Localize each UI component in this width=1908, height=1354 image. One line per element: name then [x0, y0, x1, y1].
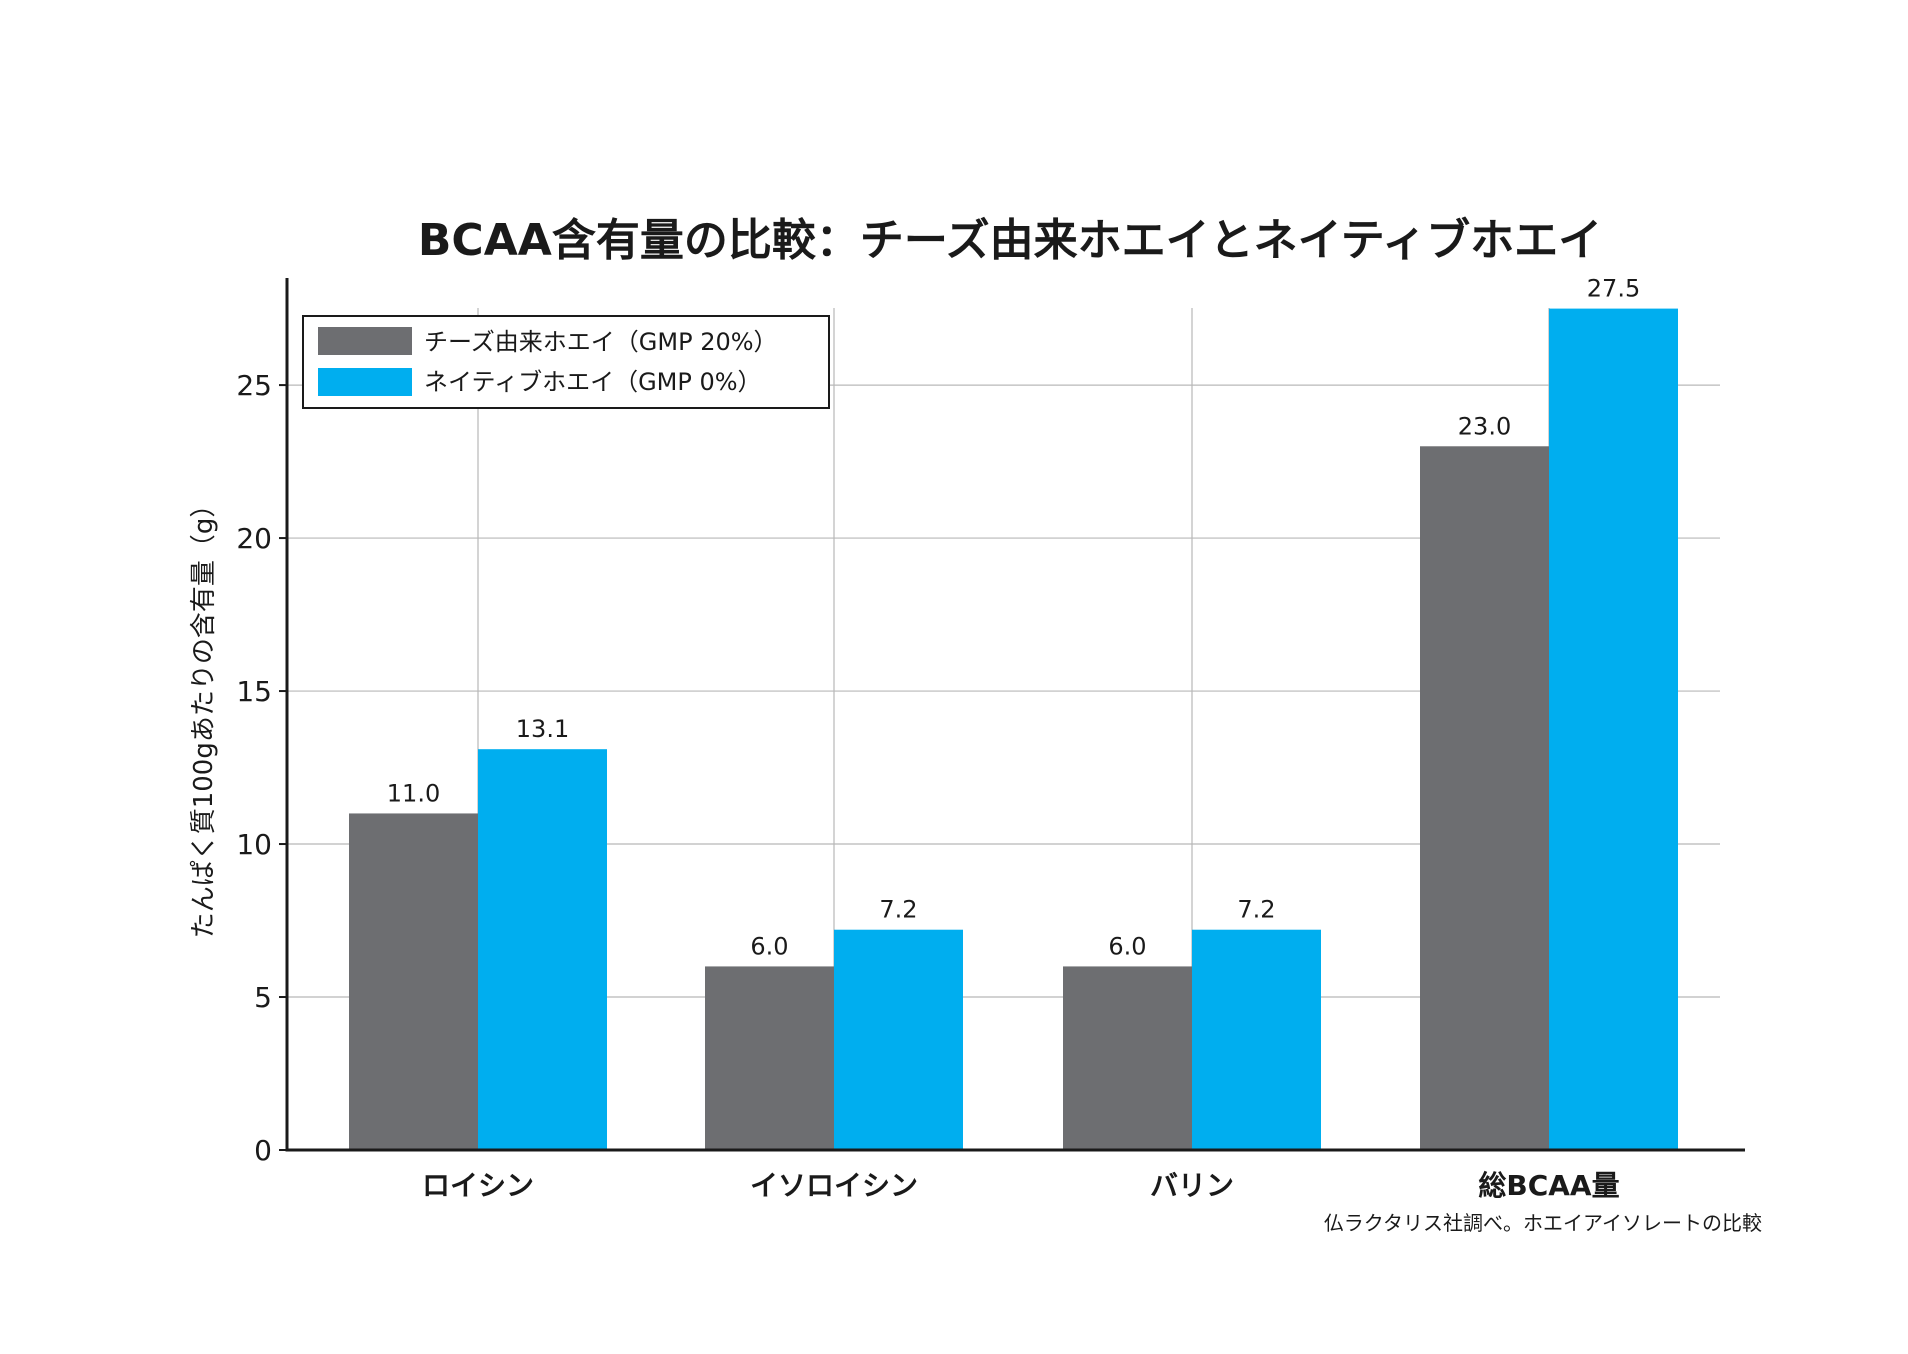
chart-title: BCAA含有量の比較：チーズ由来ホエイとネイティブホエイ — [418, 215, 1602, 266]
bar-cheese-whey — [349, 813, 478, 1150]
x-category-label: イソロイシン — [750, 1169, 918, 1202]
y-tick-label: 5 — [254, 981, 272, 1014]
x-category-label: 総BCAA量 — [1478, 1169, 1619, 1202]
bar-value-label: 13.1 — [516, 715, 569, 743]
legend: チーズ由来ホエイ（GMP 20%） ネイティブホエイ（GMP 0%） — [302, 315, 830, 409]
y-tick-labels: 0 5 10 15 20 25 — [236, 369, 272, 1167]
bar-native-whey — [1192, 929, 1321, 1150]
x-category-label: ロイシン — [422, 1169, 534, 1202]
bar-cheese-whey — [1063, 966, 1192, 1150]
axes — [279, 278, 1745, 1152]
bar-cheese-whey — [1420, 446, 1549, 1150]
bar-value-label: 6.0 — [750, 932, 788, 960]
data-labels: 11.0 6.0 6.0 23.0 13.1 7.2 7.2 27.5 — [387, 275, 1640, 961]
legend-swatch-native-whey — [318, 368, 412, 396]
y-tick-label: 25 — [236, 369, 272, 402]
bar-native-whey — [478, 749, 607, 1150]
x-category-labels: ロイシン イソロイシン バリン 総BCAA量 — [422, 1169, 1620, 1202]
bar-value-label: 6.0 — [1108, 932, 1146, 960]
legend-label-native-whey: ネイティブホエイ（GMP 0%） — [424, 368, 762, 396]
bar-value-label: 11.0 — [387, 779, 440, 807]
y-axis-label: たんぱく質100gあたりの含有量（g） — [189, 492, 219, 939]
y-tick-label: 20 — [236, 522, 272, 555]
bar-cheese-whey — [705, 966, 834, 1150]
bars — [349, 308, 1678, 1150]
y-tick-label: 0 — [254, 1134, 272, 1167]
bar-native-whey — [834, 929, 963, 1150]
bar-native-whey — [1549, 308, 1678, 1150]
legend-label-cheese-whey: チーズ由来ホエイ（GMP 20%） — [424, 328, 778, 356]
x-category-label: バリン — [1150, 1169, 1234, 1202]
y-tick-label: 15 — [236, 675, 272, 708]
bar-value-label: 7.2 — [1237, 896, 1275, 924]
y-tick-label: 10 — [236, 828, 272, 861]
bar-value-label: 23.0 — [1458, 412, 1511, 440]
bar-value-label: 27.5 — [1587, 275, 1640, 303]
bar-value-label: 7.2 — [879, 896, 917, 924]
legend-swatch-cheese-whey — [318, 327, 412, 355]
source-note: 仏ラクタリス社調べ。ホエイアイソレートの比較 — [1324, 1211, 1762, 1235]
